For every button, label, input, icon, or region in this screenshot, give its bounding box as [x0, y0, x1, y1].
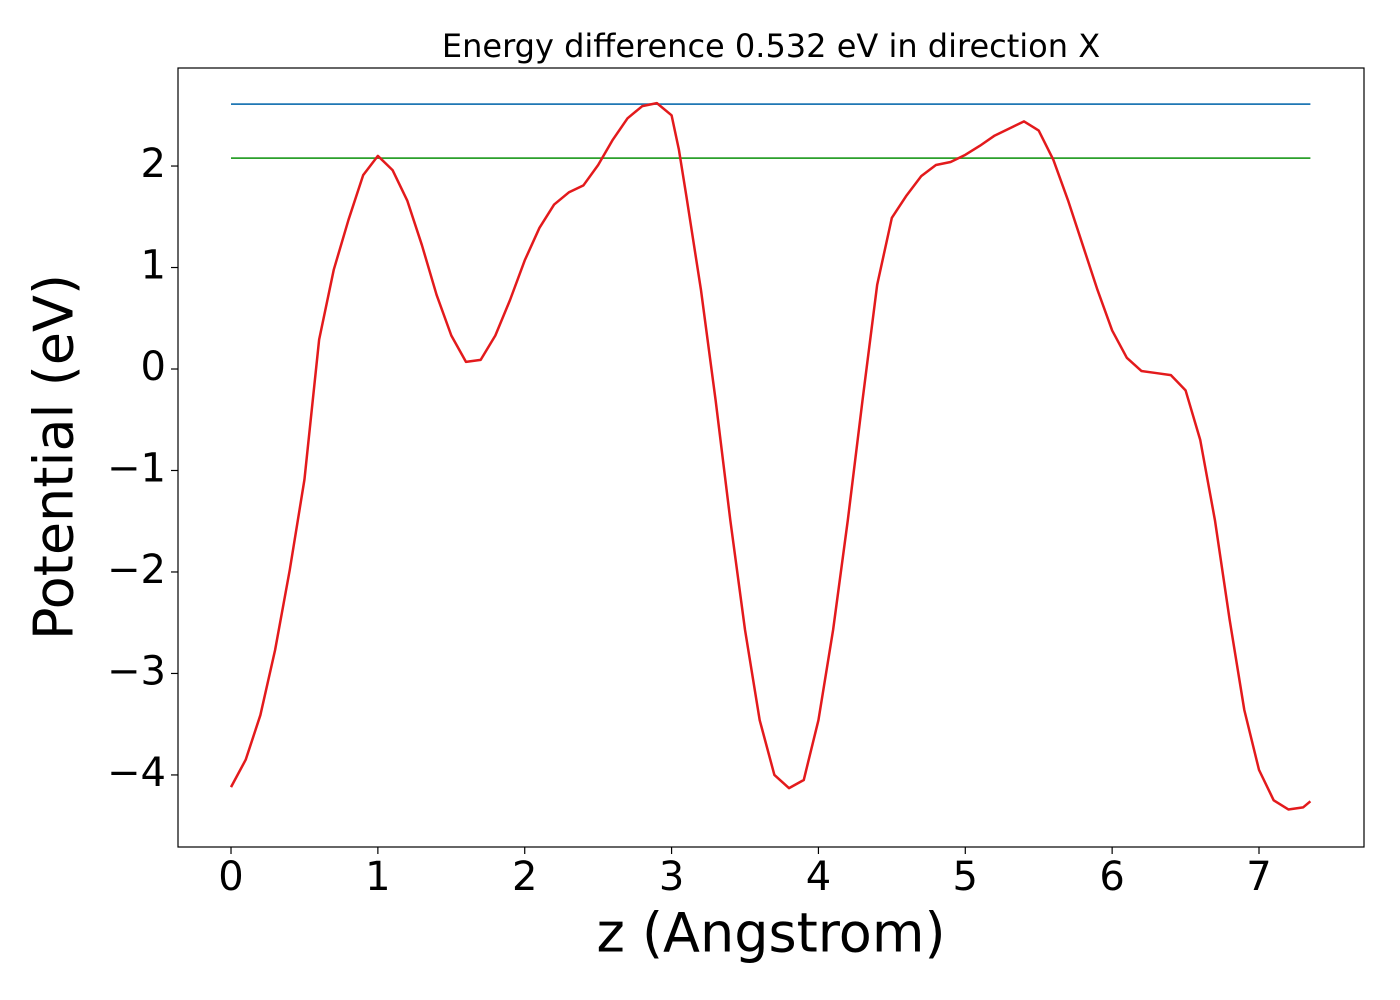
y-axis-label: Potential (eV): [23, 274, 86, 640]
x-tick-label: 2: [512, 854, 537, 900]
y-tick-label: −1: [107, 445, 166, 491]
y-tick-label: 0: [141, 344, 166, 390]
y-tick-label: −4: [107, 750, 166, 796]
x-tick-label: 5: [953, 854, 978, 900]
x-axis-label: z (Angstrom): [596, 902, 945, 965]
plot-frame: [177, 67, 1365, 848]
data-line: [229, 101, 1312, 811]
x-tick-label: 4: [806, 854, 831, 900]
x-tick-label: 7: [1246, 854, 1271, 900]
chart-title: Energy difference 0.532 eV in direction …: [442, 27, 1100, 65]
y-tick-label: −3: [107, 648, 166, 694]
x-tick-label: 3: [659, 854, 684, 900]
x-tick-label: 1: [365, 854, 390, 900]
y-tick-label: 1: [141, 243, 166, 289]
y-tick-label: −2: [107, 547, 166, 593]
y-tick-label: 2: [141, 141, 166, 187]
x-tick-label: 6: [1099, 854, 1124, 900]
x-tick-label: 0: [218, 854, 243, 900]
